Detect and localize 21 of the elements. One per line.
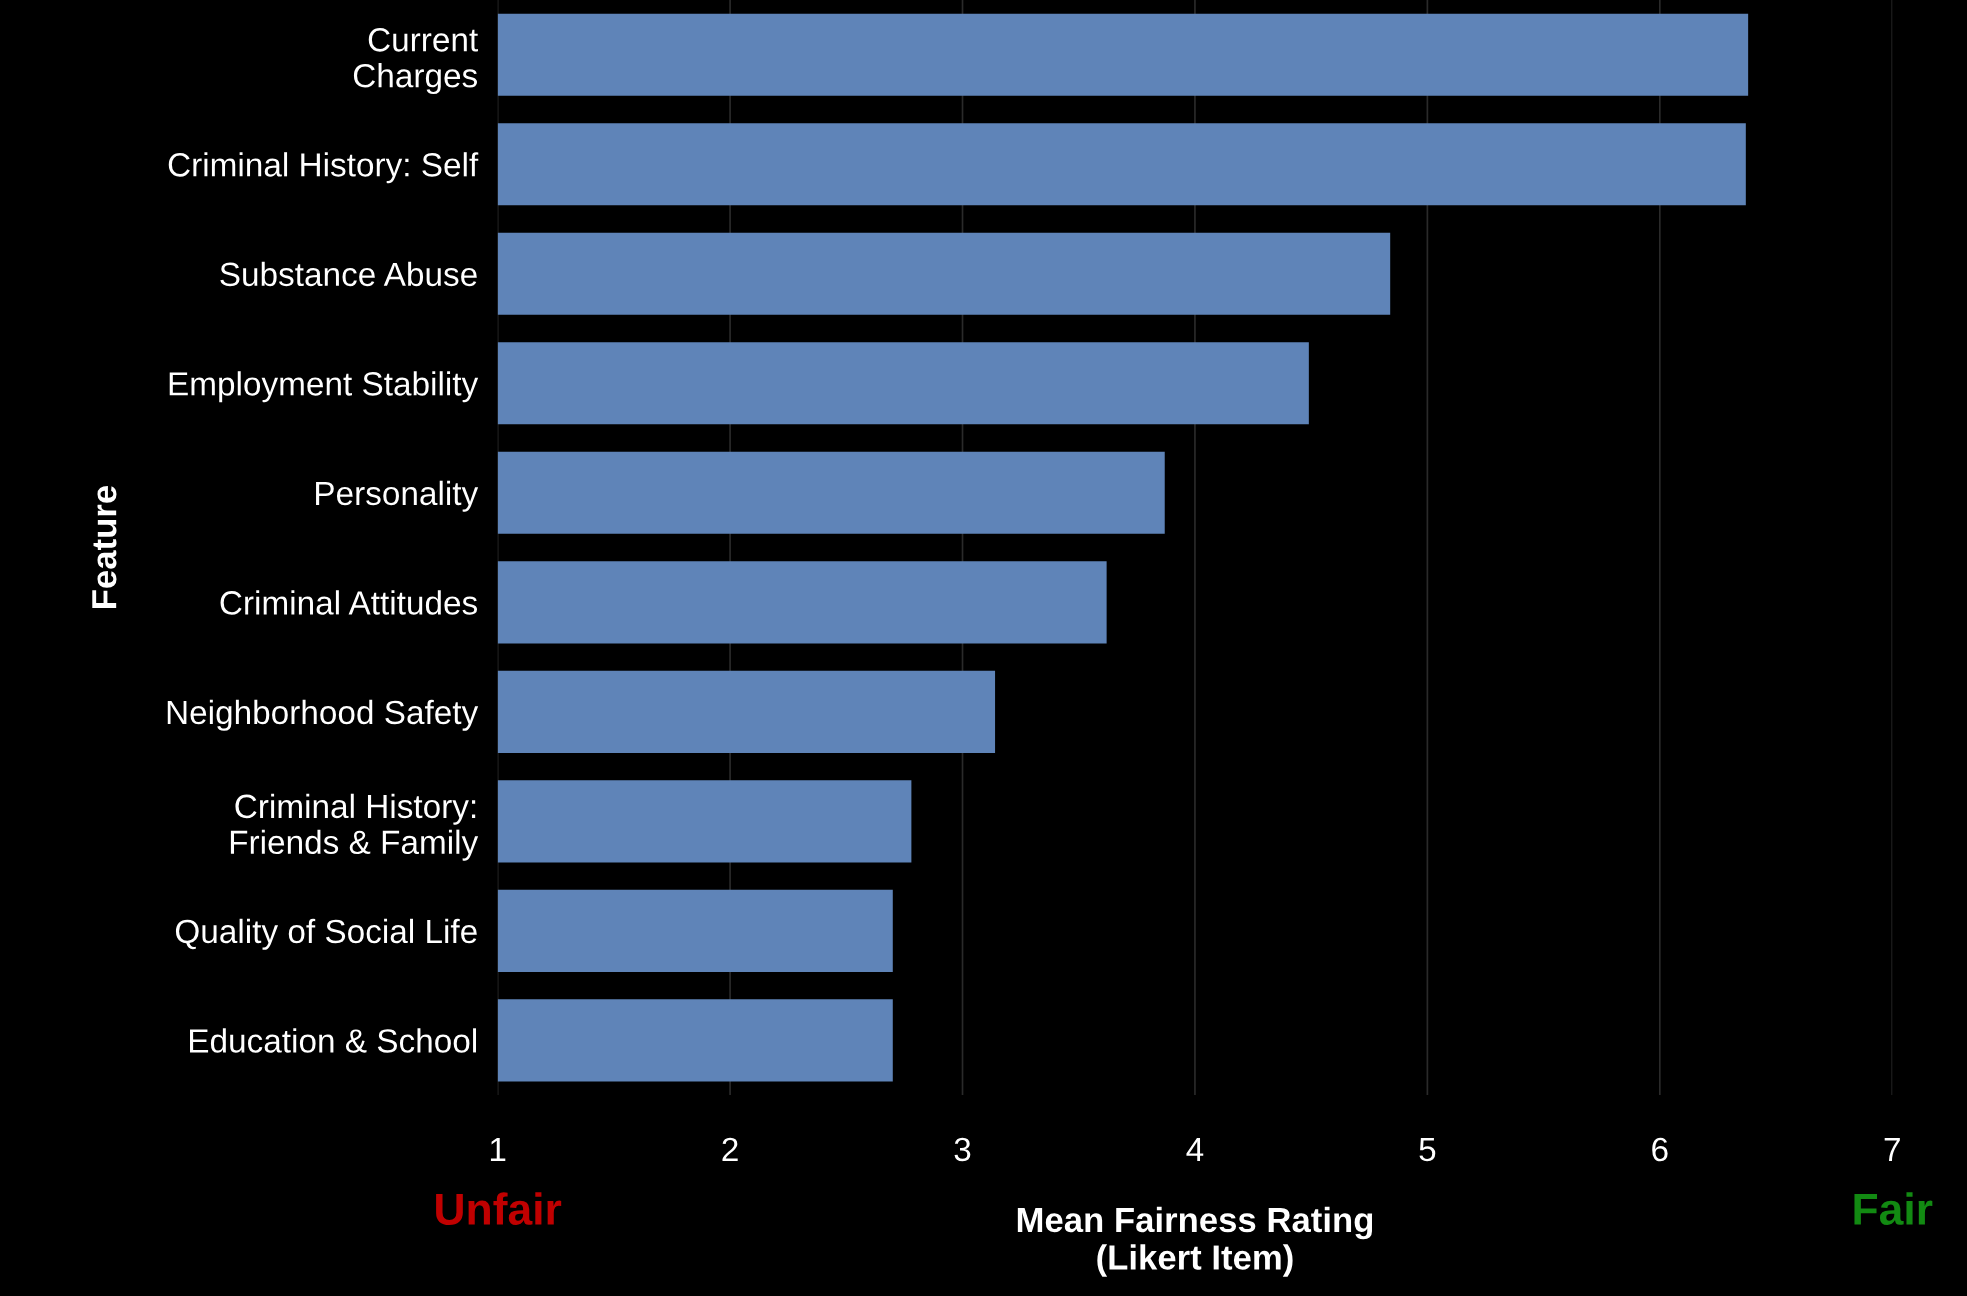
x-tick-label: 5 — [1419, 1138, 1436, 1162]
y-tick-label: Criminal Attitudes — [220, 590, 478, 615]
x-tick-label: 1 — [490, 1138, 506, 1161]
x-axis-title: Mean Fairness Rating (Likert Item) — [1017, 1206, 1373, 1277]
y-axis-title: Feature — [92, 486, 117, 608]
y-tick-label: Personality — [316, 480, 479, 512]
x-tick-label: 6 — [1652, 1137, 1668, 1162]
y-tick-label: Education & School — [190, 1028, 476, 1053]
y-tick-label: Criminal History: Self — [168, 152, 479, 184]
y-tick-label: Current Charges — [353, 28, 478, 95]
y-tick-label: Quality of Social Life — [175, 918, 477, 950]
x-tick-label: 7 — [1884, 1138, 1900, 1161]
x-tick-label: 4 — [1186, 1138, 1204, 1161]
text: Unfair — [436, 1192, 562, 1225]
x-tick-label: 2 — [722, 1137, 738, 1161]
y-tick-label: Employment Stability — [169, 371, 479, 403]
y-tick-label: Criminal History: Friends & Family — [230, 793, 479, 861]
x-tick-label: 3 — [954, 1137, 971, 1162]
text: Fair — [1854, 1192, 1933, 1225]
y-tick-label: Neighborhood Safety — [167, 699, 479, 731]
y-tick-label: Substance Abuse — [220, 261, 477, 287]
